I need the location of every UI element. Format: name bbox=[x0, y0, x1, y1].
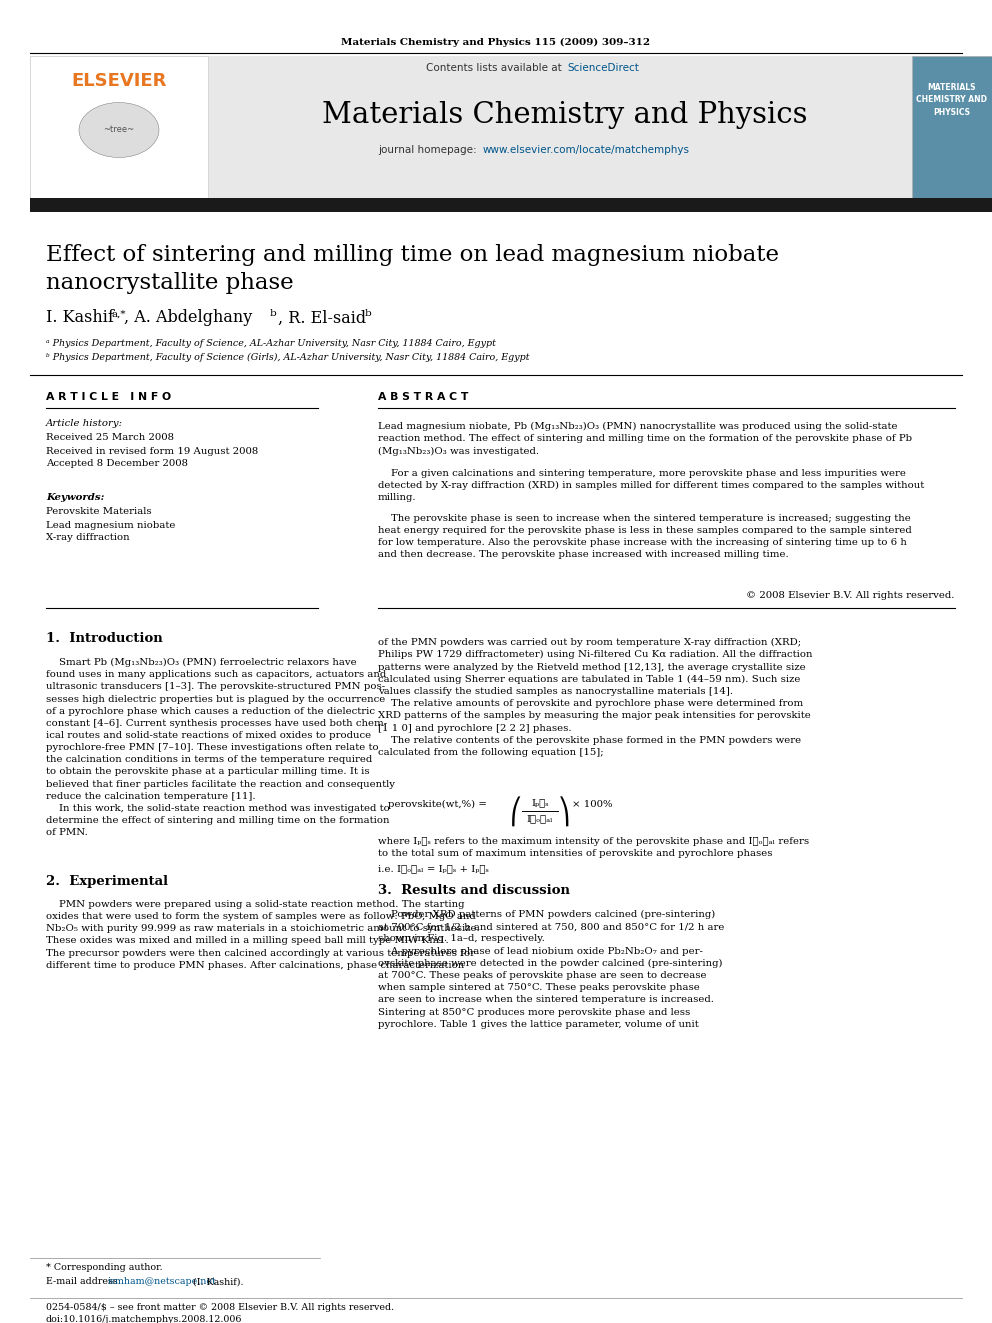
Text: Article history:: Article history: bbox=[46, 418, 123, 427]
Text: Lead magnesium niobate, Pb (Mg₁₃Nb₂₃)O₃ (PMN) nanocrystallite was produced using: Lead magnesium niobate, Pb (Mg₁₃Nb₂₃)O₃ … bbox=[378, 422, 912, 455]
Text: journal homepage:: journal homepage: bbox=[378, 146, 480, 155]
Text: , R. El-said: , R. El-said bbox=[278, 310, 366, 327]
Text: Received in revised form 19 August 2008: Received in revised form 19 August 2008 bbox=[46, 446, 258, 455]
Ellipse shape bbox=[79, 102, 159, 157]
Bar bbox=[30, 198, 992, 212]
Text: ~tree~: ~tree~ bbox=[103, 126, 135, 135]
Text: × 100%: × 100% bbox=[572, 800, 612, 808]
Text: Smart Pb (Mg₁₃Nb₂₃)O₃ (PMN) ferroelectric relaxors have
found uses in many appli: Smart Pb (Mg₁₃Nb₂₃)O₃ (PMN) ferroelectri… bbox=[46, 658, 395, 837]
Text: doi:10.1016/j.matchemphys.2008.12.006: doi:10.1016/j.matchemphys.2008.12.006 bbox=[46, 1315, 242, 1323]
Text: Keywords:: Keywords: bbox=[46, 493, 104, 503]
Text: I₝ₒ₝ₐₗ: I₝ₒ₝ₐₗ bbox=[527, 814, 554, 823]
Text: ᵇ Physics Department, Faculty of Science (Girls), AL-Azhar University, Nasr City: ᵇ Physics Department, Faculty of Science… bbox=[46, 352, 530, 361]
Text: Iₚ₞ₛ: Iₚ₞ₛ bbox=[531, 798, 549, 807]
Text: I. Kashif: I. Kashif bbox=[46, 310, 114, 327]
Text: a,*: a,* bbox=[112, 310, 127, 319]
Text: Perovskite Materials: Perovskite Materials bbox=[46, 508, 152, 516]
Text: Received 25 March 2008: Received 25 March 2008 bbox=[46, 434, 174, 442]
Text: X-ray diffraction: X-ray diffraction bbox=[46, 533, 130, 542]
Text: Materials Chemistry and Physics: Materials Chemistry and Physics bbox=[322, 101, 807, 130]
Text: Powder XRD patterns of PMN powders calcined (pre-sintering)
at 700°C for 1/2 h a: Powder XRD patterns of PMN powders calci… bbox=[378, 910, 724, 1029]
Text: E-mail address:: E-mail address: bbox=[46, 1278, 124, 1286]
Text: For a given calcinations and sintering temperature, more perovskite phase and le: For a given calcinations and sintering t… bbox=[378, 468, 925, 503]
Text: perovskite(wt,%) =: perovskite(wt,%) = bbox=[388, 800, 490, 810]
Text: (I. Kashif).: (I. Kashif). bbox=[190, 1278, 243, 1286]
Text: 0254-0584/$ – see front matter © 2008 Elsevier B.V. All rights reserved.: 0254-0584/$ – see front matter © 2008 El… bbox=[46, 1303, 394, 1312]
Bar bbox=[30, 56, 912, 198]
Text: Lead magnesium niobate: Lead magnesium niobate bbox=[46, 520, 176, 529]
Text: MATERIALS
CHEMISTRY AND
PHYSICS: MATERIALS CHEMISTRY AND PHYSICS bbox=[917, 83, 987, 116]
Text: * Corresponding author.: * Corresponding author. bbox=[46, 1263, 163, 1273]
Text: of the PMN powders was carried out by room temperature X-ray diffraction (XRD;
P: of the PMN powders was carried out by ro… bbox=[378, 638, 812, 757]
Text: Accepted 8 December 2008: Accepted 8 December 2008 bbox=[46, 459, 188, 468]
Text: A B S T R A C T: A B S T R A C T bbox=[378, 392, 468, 402]
Text: The perovskite phase is seen to increase when the sintered temperature is increa: The perovskite phase is seen to increase… bbox=[378, 515, 912, 560]
Text: b: b bbox=[365, 310, 372, 319]
Text: ᵃ Physics Department, Faculty of Science, AL-Azhar University, Nasr City, 11884 : ᵃ Physics Department, Faculty of Science… bbox=[46, 339, 496, 348]
Text: b: b bbox=[270, 310, 277, 319]
Text: i.e. I₝ₒ₝ₐₗ = Iₚ₞ₛ + Iₚ₞ₛ: i.e. I₝ₒ₝ₐₗ = Iₚ₞ₛ + Iₚ₞ₛ bbox=[378, 864, 489, 873]
Bar bbox=[30, 56, 208, 198]
Text: 1.  Introduction: 1. Introduction bbox=[46, 631, 163, 644]
Text: Effect of sintering and milling time on lead magnesium niobate: Effect of sintering and milling time on … bbox=[46, 243, 779, 266]
Text: Materials Chemistry and Physics 115 (2009) 309–312: Materials Chemistry and Physics 115 (200… bbox=[341, 37, 651, 46]
Text: 2.  Experimental: 2. Experimental bbox=[46, 876, 168, 889]
Text: where Iₚ₞ₛ refers to the maximum intensity of the perovskite phase and I₝ₒ₝ₐₗ re: where Iₚ₞ₛ refers to the maximum intensi… bbox=[378, 837, 809, 859]
Text: , A. Abdelghany: , A. Abdelghany bbox=[124, 310, 252, 327]
Text: www.elsevier.com/locate/matchemphys: www.elsevier.com/locate/matchemphys bbox=[483, 146, 690, 155]
Text: ⎛: ⎛ bbox=[510, 796, 522, 826]
Text: 3.  Results and discussion: 3. Results and discussion bbox=[378, 884, 570, 897]
Bar bbox=[912, 56, 992, 198]
Text: PMN powders were prepared using a solid-state reaction method. The starting
oxid: PMN powders were prepared using a solid-… bbox=[46, 900, 480, 970]
Text: ScienceDirect: ScienceDirect bbox=[567, 64, 639, 73]
Text: ⎞: ⎞ bbox=[558, 796, 570, 826]
Text: Contents lists available at: Contents lists available at bbox=[426, 64, 565, 73]
Text: ismham@netscape.net: ismham@netscape.net bbox=[108, 1278, 216, 1286]
Text: nanocrystallite phase: nanocrystallite phase bbox=[46, 273, 294, 294]
Text: © 2008 Elsevier B.V. All rights reserved.: © 2008 Elsevier B.V. All rights reserved… bbox=[747, 590, 955, 599]
Text: A R T I C L E   I N F O: A R T I C L E I N F O bbox=[46, 392, 172, 402]
Text: ELSEVIER: ELSEVIER bbox=[71, 71, 167, 90]
